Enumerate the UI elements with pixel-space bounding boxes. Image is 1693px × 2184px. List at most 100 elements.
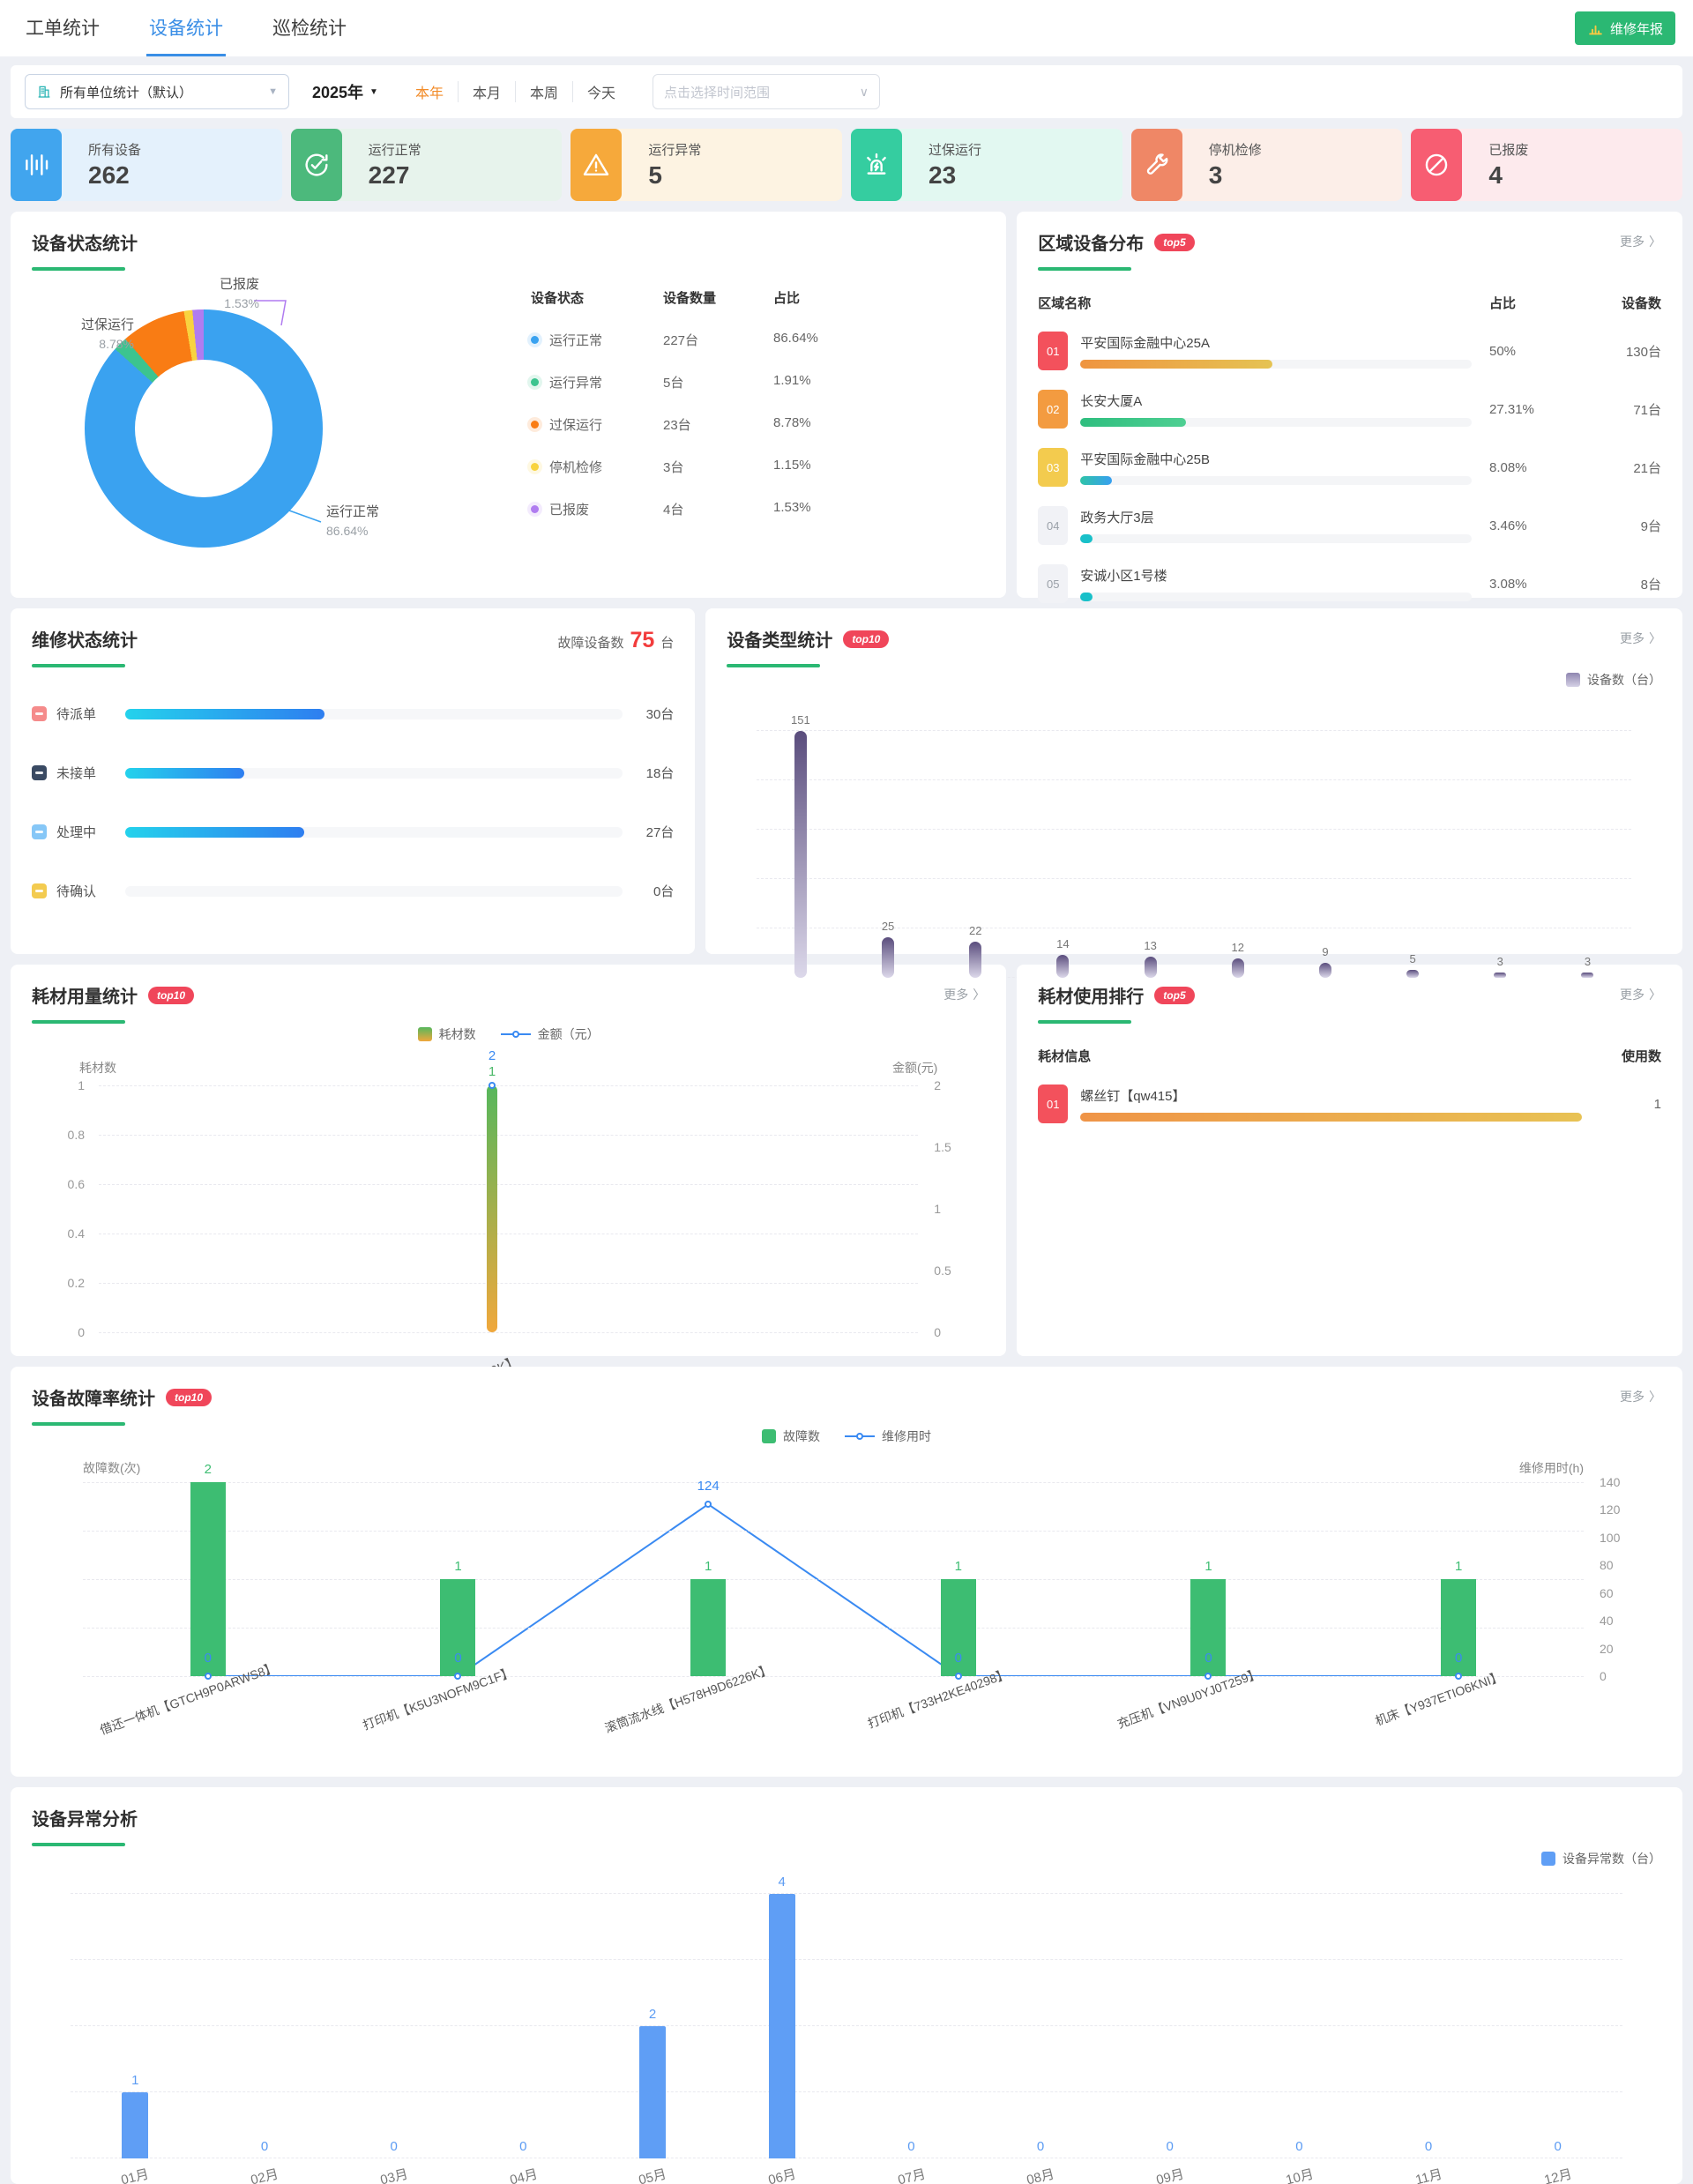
- panel-consumable-usage: 耗材用量统计 top10 更多〉 耗材数 金额（元） 耗材数 金额(元) 1 0.…: [11, 965, 1007, 1439]
- stat-card-value: 23: [929, 161, 957, 189]
- status-row-percent: 1.91%: [773, 373, 811, 388]
- panel-device-status: 设备状态统计 过保运行 8.78% 已报废 1.53% 运行正常 86.64% 设备状态 …: [11, 212, 1007, 598]
- quick-range-4[interactable]: 今天: [572, 81, 630, 102]
- more-link[interactable]: 更多〉: [943, 988, 986, 1002]
- ticket-icon: [32, 706, 47, 721]
- tab-1[interactable]: 工单统计: [26, 18, 100, 39]
- legend-amount[interactable]: 金额（元）: [500, 1025, 600, 1043]
- bar-value-label: 1: [954, 1559, 962, 1574]
- chevron-right-icon: 〉: [1649, 631, 1661, 645]
- annual-repair-report-button[interactable]: 维修年报: [1574, 11, 1675, 45]
- month-label: 02月: [249, 2166, 280, 2184]
- rank-badge: 05: [1038, 564, 1069, 603]
- repair-status-bars: 待派单 30台 未接单 18台 处理中 27台 待确认 0台: [32, 704, 674, 900]
- top10-badge: top10: [843, 630, 890, 648]
- type-bar-column: 3: [1544, 955, 1631, 978]
- gridline: [99, 1135, 919, 1136]
- progress-fill: [1080, 534, 1093, 543]
- gridline: [83, 1579, 1584, 1580]
- unit-select-dropdown[interactable]: 所有单位统计（默认） ▼: [25, 74, 289, 109]
- rank-badge: 02: [1038, 390, 1069, 429]
- status-row-percent: 1.15%: [773, 458, 811, 473]
- stat-card-value: 262: [88, 161, 130, 189]
- right-axis-tick: 2: [934, 1078, 942, 1092]
- bar-value-label: 0: [519, 2139, 527, 2154]
- report-button-label: 维修年报: [1609, 21, 1663, 37]
- type-bar-column: 3: [1457, 955, 1544, 978]
- panel-title: 设备类型统计: [727, 631, 833, 651]
- fault-count-bar: [940, 1579, 976, 1676]
- type-bar: [794, 731, 807, 978]
- device-status-donut-chart: 过保运行 8.78% 已报废 1.53% 运行正常 86.64%: [32, 274, 526, 574]
- title-underline: [727, 664, 821, 667]
- region-name: 政务大厅3层: [1080, 511, 1154, 526]
- no-entry-icon: [1411, 129, 1463, 201]
- region-row: 03 平安国际金融中心25B 8.08% 21台: [1038, 448, 1661, 487]
- region-name: 长安大厦A: [1080, 394, 1143, 409]
- top5-badge: top5: [1154, 233, 1195, 251]
- status-row-label: 运行异常: [531, 373, 663, 391]
- quick-range-2[interactable]: 本月: [457, 81, 515, 102]
- line-point-marker: [204, 1673, 212, 1680]
- month-label: 06月: [766, 2166, 798, 2184]
- right-axis-tick: 40: [1600, 1614, 1614, 1629]
- type-bar-column: 5: [1369, 952, 1457, 978]
- tab-3[interactable]: 巡检统计: [272, 18, 347, 39]
- gridline: [757, 779, 1631, 780]
- column-header: 设备状态: [531, 291, 585, 306]
- progress-fill: [125, 767, 245, 779]
- category-label-cell: 借还一体机【GTCH9P0ARWS8】: [83, 1660, 333, 1738]
- equalizer-icon: [11, 129, 62, 201]
- line-value-label: 0: [1454, 1651, 1463, 1666]
- tab-2[interactable]: 设备统计: [146, 0, 226, 56]
- legend-swatch: [1541, 1852, 1555, 1866]
- quick-range-1[interactable]: 本年: [414, 86, 444, 101]
- more-link[interactable]: 更多〉: [1620, 988, 1661, 1002]
- progress-track: [125, 826, 623, 838]
- legend-swatch: [762, 1429, 776, 1443]
- anomaly-bar-column: 0: [976, 2139, 1106, 2158]
- legend-repair-time[interactable]: 维修用时: [845, 1427, 931, 1445]
- ticket-icon: [32, 765, 47, 780]
- bar-value-label: 1: [1204, 1559, 1212, 1574]
- more-link[interactable]: 更多〉: [1620, 1390, 1661, 1404]
- more-link[interactable]: 更多〉: [1620, 631, 1661, 645]
- legend-dot-icon: [531, 421, 539, 429]
- title-underline: [1038, 267, 1132, 271]
- unit-select-value: 所有单位统计（默认）: [60, 85, 193, 101]
- status-row-count: 5台: [663, 376, 684, 391]
- legend-consumable-count[interactable]: 耗材数: [417, 1025, 476, 1043]
- progress-track: [1080, 1113, 1582, 1122]
- region-row: 02 长安大厦A 27.31% 71台: [1038, 390, 1661, 429]
- bar-value-label: 0: [1166, 2139, 1174, 2154]
- line-value-label: 0: [1204, 1651, 1212, 1666]
- more-link[interactable]: 更多〉: [1620, 235, 1661, 249]
- legend-fault-count[interactable]: 故障数: [762, 1427, 820, 1445]
- fault-count-bar: [440, 1579, 476, 1676]
- stat-card-1: 所有设备 262: [11, 129, 282, 201]
- month-label: 11月: [1413, 2166, 1444, 2184]
- region-row: 04 政务大厅3层 3.46% 9台: [1038, 506, 1661, 545]
- progress-track: [1080, 593, 1472, 601]
- month-label-cell: 05月: [588, 2166, 718, 2184]
- status-row-percent: 86.64%: [773, 331, 818, 346]
- stat-card-label: 所有设备: [88, 143, 142, 158]
- legend-device-count[interactable]: 设备数（台）: [1566, 671, 1661, 689]
- line-point-marker: [954, 1673, 962, 1680]
- repair-status-label: 未接单: [56, 766, 97, 781]
- type-bar-column: 13: [1107, 939, 1194, 978]
- line-point-marker: [1204, 1673, 1212, 1680]
- line-value-label: 0: [954, 1651, 962, 1666]
- quick-range-3[interactable]: 本周: [514, 81, 572, 102]
- legend-dot-icon: [531, 505, 539, 513]
- legend-anomaly-count[interactable]: 设备异常数（台）: [1541, 1850, 1661, 1867]
- fault-count-bar: [1441, 1579, 1477, 1676]
- year-select-dropdown[interactable]: 2025年 ▼: [312, 80, 378, 103]
- date-range-select[interactable]: 点击选择时间范围 ∨: [653, 74, 881, 109]
- bar-value-label: 2: [648, 2007, 657, 2022]
- right-axis-tick: 1: [934, 1202, 942, 1216]
- type-bar-column: 22: [932, 924, 1019, 978]
- right-axis-tick: 80: [1600, 1558, 1614, 1573]
- column-header: 占比: [773, 291, 801, 306]
